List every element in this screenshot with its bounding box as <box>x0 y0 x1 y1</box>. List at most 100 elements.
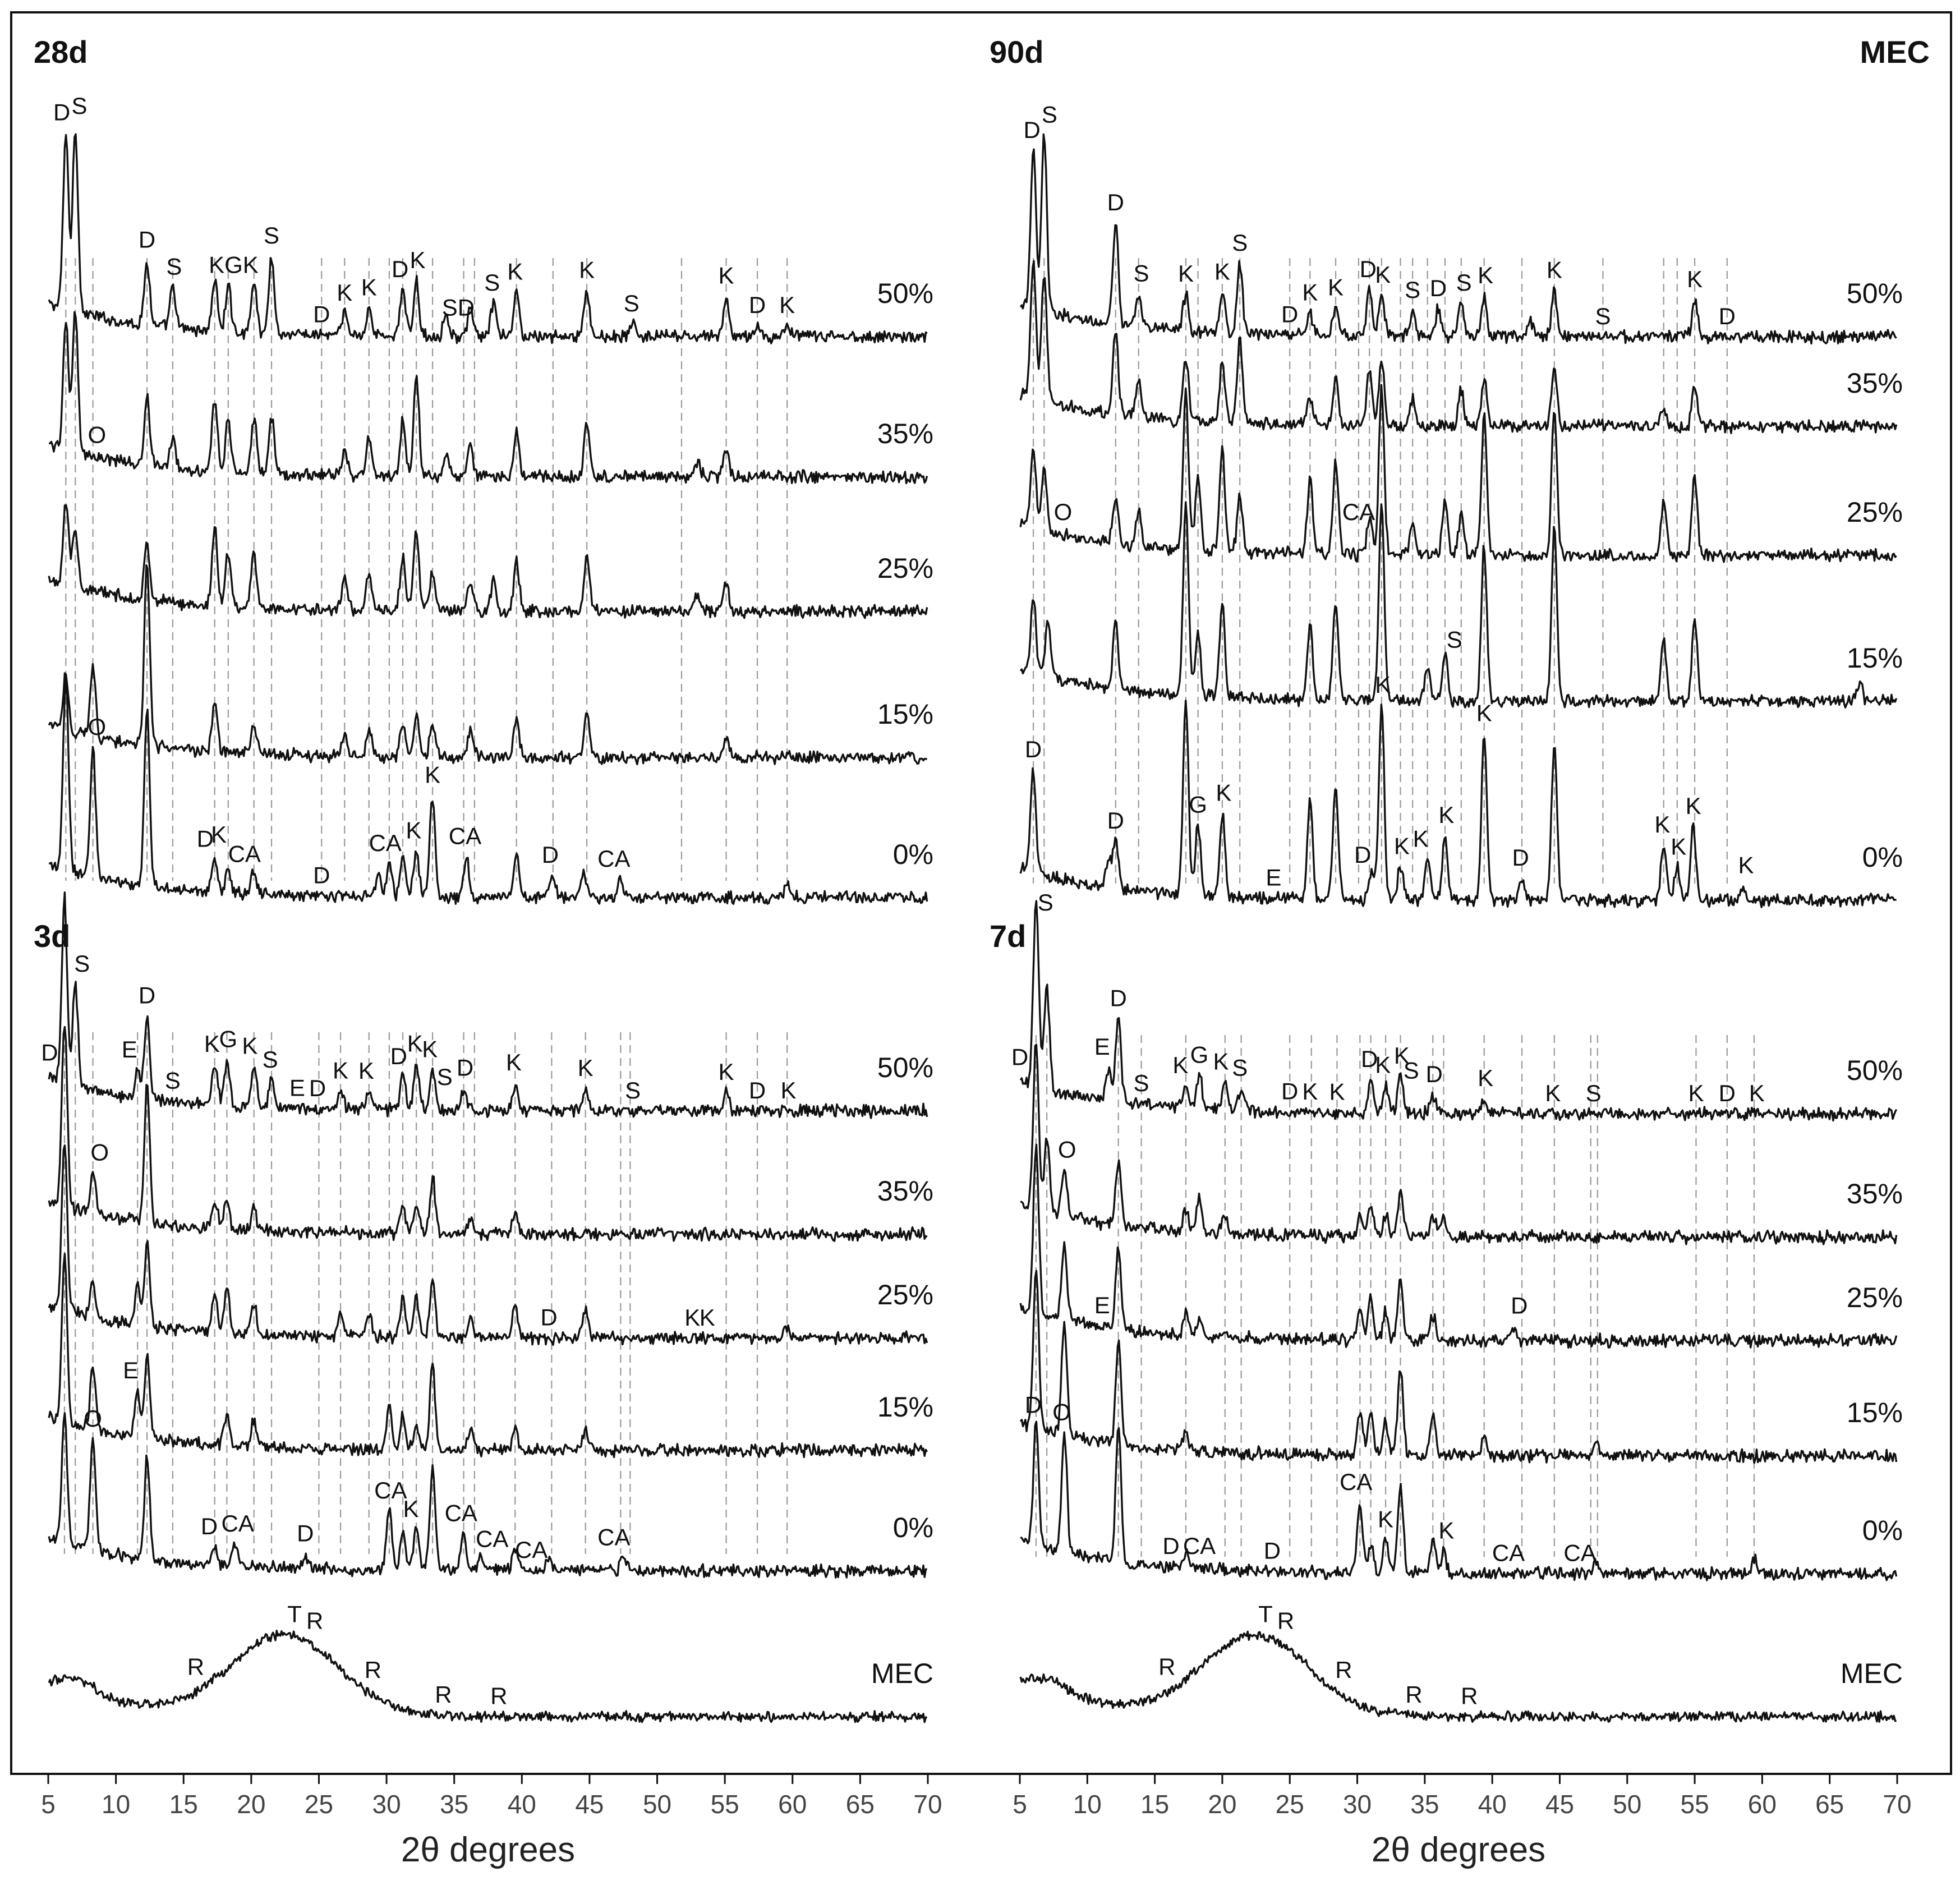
peak-label: CA <box>222 1510 254 1537</box>
peak-label: O <box>90 1139 109 1165</box>
peak-label: D <box>1107 807 1124 834</box>
peak-label: K <box>204 1031 220 1057</box>
trace-0pct <box>1020 1420 1898 1581</box>
peak-label: K <box>506 1049 522 1075</box>
peak-label: D <box>1512 844 1529 871</box>
peak-label: K <box>1375 1051 1391 1078</box>
series-label: 50% <box>877 1052 933 1083</box>
peak-label: K <box>1375 261 1391 288</box>
x-tick-label: 40 <box>1478 1790 1507 1819</box>
peak-label: K <box>1476 700 1492 726</box>
x-axis-title: 2θ degrees <box>1372 1831 1545 1869</box>
peak-label: K <box>1302 279 1318 306</box>
x-tick-label: 25 <box>1276 1790 1304 1819</box>
peak-label: K <box>361 274 377 300</box>
peak-label: D <box>390 1043 407 1069</box>
x-tick-label: 35 <box>1410 1790 1439 1819</box>
series-label: MEC <box>1841 1658 1903 1689</box>
peak-label: D <box>1107 189 1124 215</box>
x-tick-label: 70 <box>913 1790 942 1819</box>
peak-label: S <box>264 222 279 249</box>
peak-label: K <box>1302 1078 1318 1105</box>
peak-label: S <box>625 1077 641 1103</box>
peak-label: D <box>542 841 559 868</box>
x-tick-label: 15 <box>1140 1790 1169 1819</box>
peak-label: D <box>1011 1043 1028 1070</box>
peak-label: K <box>1178 260 1194 287</box>
peak-label: D <box>1361 1046 1378 1072</box>
series-label: 15% <box>1847 642 1903 674</box>
x-tick-label: 15 <box>169 1790 198 1819</box>
peak-label: D <box>1360 256 1377 282</box>
peak-label: D <box>139 227 155 253</box>
peak-label: K <box>507 258 523 284</box>
peak-label: S <box>1447 627 1462 653</box>
peak-label: S <box>1134 260 1149 287</box>
x-tick-label: 65 <box>1815 1790 1844 1819</box>
x-tick-label: 10 <box>1073 1790 1102 1819</box>
peak-label: D <box>457 1055 473 1081</box>
peak-label: K <box>1478 262 1493 288</box>
peak-label: CA <box>476 1526 508 1552</box>
x-tick-label: 70 <box>1883 1790 1911 1819</box>
peak-label: E <box>289 1074 305 1101</box>
trace-35pct <box>48 1026 928 1242</box>
series-label: 25% <box>1847 496 1903 528</box>
peak-label: K <box>1172 1052 1188 1078</box>
peak-label: G <box>219 1026 238 1052</box>
peak-label: O <box>1058 1136 1076 1162</box>
peak-label: K <box>1394 833 1410 859</box>
peak-label: K <box>1329 1079 1345 1105</box>
peak-label: CA <box>1183 1533 1216 1559</box>
peak-label: CA <box>597 1524 630 1551</box>
peak-label: CA <box>1492 1540 1525 1566</box>
peak-label: S <box>165 1068 181 1094</box>
series-label: 50% <box>877 278 933 309</box>
trace-35pct <box>1020 1043 1898 1245</box>
panel-title: 7d <box>990 918 1026 954</box>
peak-label: CA <box>1563 1540 1596 1566</box>
series-label: 35% <box>1847 1178 1903 1210</box>
peak-label: R <box>365 1657 381 1683</box>
peak-label: S <box>437 1064 453 1090</box>
figure-frame <box>10 11 1952 1775</box>
peak-label: D <box>139 982 155 1008</box>
peak-label: D <box>309 1075 326 1101</box>
x-tick-label: 5 <box>1013 1790 1027 1819</box>
peak-label: O <box>1052 1399 1071 1425</box>
x-tick-label: 25 <box>305 1790 333 1819</box>
x-tick-label: 55 <box>711 1790 739 1819</box>
series-label: 15% <box>877 698 933 730</box>
peak-label: D <box>313 301 330 327</box>
peak-label: D <box>540 1304 557 1331</box>
peak-label: D <box>1025 1391 1042 1418</box>
peak-label: S <box>624 290 639 316</box>
trace-50pct <box>48 133 928 344</box>
peak-label: D <box>1264 1538 1281 1564</box>
peak-label: D <box>1023 117 1040 143</box>
x-tick-label: 20 <box>1208 1790 1236 1819</box>
peak-label: S <box>1232 229 1248 256</box>
series-label: 25% <box>1847 1282 1903 1313</box>
peak-label: K <box>1686 793 1701 819</box>
peak-label: D <box>392 256 408 282</box>
peak-label: R <box>1405 1681 1422 1708</box>
peak-label: O <box>88 714 107 740</box>
series-label: 15% <box>877 1391 933 1423</box>
panel-title: 90d <box>990 34 1044 70</box>
x-tick-label: 45 <box>1545 1790 1574 1819</box>
peak-label: K <box>779 292 795 318</box>
peak-label: E <box>122 1036 137 1063</box>
peak-label: K <box>1749 1080 1765 1106</box>
peak-label: K <box>406 817 421 843</box>
panel-corner-label: MEC <box>1860 34 1930 70</box>
peak-label: K <box>407 1030 423 1056</box>
peak-label: D <box>1281 1078 1298 1104</box>
peak-label: K <box>1378 1506 1393 1532</box>
peak-label: K <box>1687 266 1703 292</box>
peak-label: K <box>242 1033 257 1059</box>
x-tick-label: 50 <box>1613 1790 1641 1819</box>
peak-label: S <box>74 950 90 977</box>
